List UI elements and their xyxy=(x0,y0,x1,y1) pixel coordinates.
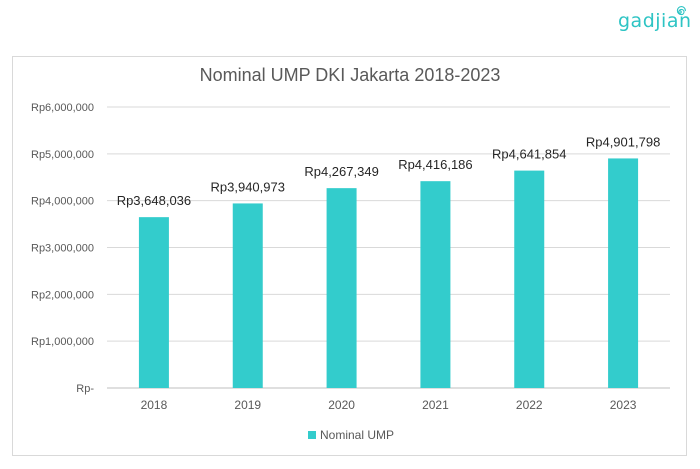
data-label: Rp4,416,186 xyxy=(398,157,472,172)
legend-label: Nominal UMP xyxy=(320,428,394,442)
x-tick-label: 2018 xyxy=(141,398,168,412)
y-tick-label: Rp4,000,000 xyxy=(31,196,94,208)
data-label: Rp3,940,973 xyxy=(211,179,285,194)
x-tick-label: 2022 xyxy=(516,398,543,412)
data-label: Rp4,641,854 xyxy=(492,147,566,162)
bar xyxy=(608,158,639,388)
bar xyxy=(420,181,451,388)
bar xyxy=(138,217,169,388)
y-tick-label: Rp6,000,000 xyxy=(31,102,94,114)
y-tick-label: Rp3,000,000 xyxy=(31,243,94,255)
legend: Nominal UMP xyxy=(308,428,394,442)
x-tick-label: 2023 xyxy=(610,398,637,412)
x-tick-label: 2021 xyxy=(422,398,449,412)
swirl-icon xyxy=(676,6,686,16)
brand-logo: gadjian xyxy=(618,6,692,32)
bar xyxy=(232,203,263,388)
y-tick-label: Rp2,000,000 xyxy=(31,289,94,301)
x-tick-label: 2019 xyxy=(234,398,261,412)
data-label: Rp4,267,349 xyxy=(304,164,378,179)
bar xyxy=(514,170,545,388)
bar xyxy=(326,188,357,388)
legend-swatch xyxy=(308,431,316,439)
x-tick-label: 2020 xyxy=(328,398,355,412)
y-tick-label: Rp1,000,000 xyxy=(31,336,94,348)
data-label: Rp4,901,798 xyxy=(586,134,660,149)
brand-logo-text: gadjian xyxy=(618,10,692,32)
y-tick-label: Rp5,000,000 xyxy=(31,149,94,161)
data-label: Rp3,648,036 xyxy=(117,193,191,208)
chart-title: Nominal UMP DKI Jakarta 2018-2023 xyxy=(200,65,501,85)
y-tick-label: Rp- xyxy=(76,383,94,395)
